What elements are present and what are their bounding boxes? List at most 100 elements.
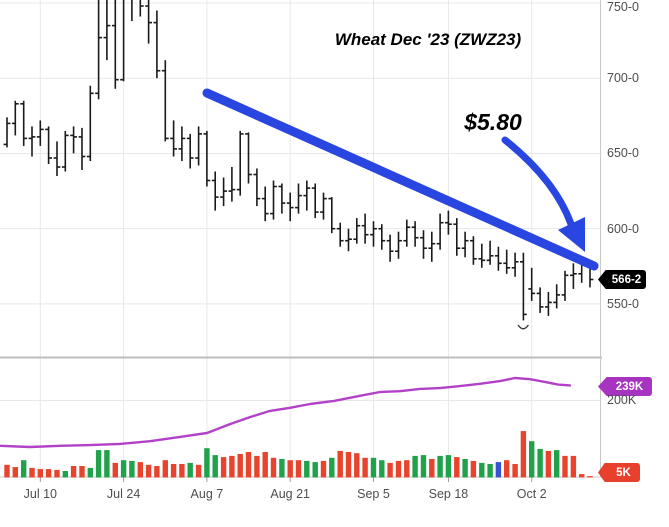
- ohlc-bar: [345, 228, 352, 252]
- volume-bar: [304, 460, 310, 478]
- volume-bar: [95, 450, 102, 478]
- volume-bar: [21, 460, 27, 478]
- x-axis-label: Sep 18: [428, 487, 469, 501]
- x-axis-label: Oct 2: [516, 487, 547, 501]
- ohlc-bar: [536, 287, 544, 313]
- volume-bar: [470, 460, 477, 478]
- ohlc-bar: [228, 167, 236, 202]
- volume-bar: [529, 441, 535, 478]
- volume-bar: [104, 450, 110, 478]
- ohlc-bar: [403, 219, 411, 247]
- ohlc-bar: [236, 130, 244, 196]
- ohlc-bar: [511, 252, 519, 277]
- volume-bar: [504, 460, 510, 478]
- volume-bar: [62, 471, 68, 478]
- ohlc-bar: [261, 186, 269, 222]
- ohlc-bar: [353, 218, 361, 244]
- ohlc-bar: [70, 126, 77, 154]
- ohlc-bar: [120, 0, 125, 82]
- volume-bar: [4, 464, 10, 478]
- volume-bar: [254, 455, 260, 478]
- ohlc-bar: [139, 0, 144, 17]
- x-axis-label: Aug 21: [270, 487, 310, 501]
- volume-bar: [179, 464, 185, 478]
- ohlc-bar: [186, 133, 194, 169]
- volume-bar: [554, 450, 560, 478]
- volume-bar: [245, 452, 252, 478]
- volume-bar: [520, 431, 527, 478]
- ohlc-bar: [178, 126, 186, 161]
- price-axis-label: 750-0: [607, 0, 639, 14]
- ohlc-bar: [445, 210, 452, 235]
- volume-bar: [387, 462, 393, 478]
- volume-axis-label: 200K: [607, 393, 637, 407]
- volume-bar: [187, 462, 193, 478]
- volume-bar: [129, 460, 135, 478]
- volume-bar: [229, 455, 235, 478]
- volume-bar: [262, 452, 268, 478]
- volume-bar: [220, 457, 227, 478]
- volume-bar: [295, 460, 302, 478]
- ohlc-bar: [61, 130, 69, 172]
- ohlc-bar: [11, 100, 19, 136]
- volume-bar: [420, 455, 427, 478]
- volume-bar: [279, 459, 285, 478]
- ohlc-bar: [220, 177, 227, 207]
- volume-bar: [120, 460, 127, 478]
- ohlc-bar: [278, 183, 286, 214]
- ohlc-bar: [195, 126, 202, 166]
- volume-bar: [337, 450, 343, 478]
- ohlc-bar: [503, 249, 511, 274]
- last-volume-tag: 5K: [598, 463, 640, 482]
- volume-bar: [487, 464, 493, 478]
- volume-bar: [370, 457, 377, 478]
- ohlc-bar: [3, 117, 11, 148]
- ohlc-bar: [411, 221, 419, 247]
- volume-bar: [212, 455, 218, 478]
- volume-bar: [445, 455, 452, 478]
- volume-bar: [195, 464, 202, 478]
- ohlc-bar: [203, 130, 211, 187]
- trend-arrow-head: [558, 217, 585, 252]
- volume-bar: [29, 467, 35, 478]
- volume-bar: [412, 455, 418, 478]
- ohlc-bar: [161, 60, 169, 142]
- contract-low-marker: [517, 324, 529, 330]
- volume-bar: [329, 457, 335, 478]
- ohlc-bars: [3, 0, 594, 321]
- volume-bar: [479, 462, 485, 478]
- ohlc-bar: [470, 236, 477, 265]
- open-interest-line: [0, 376, 572, 449]
- ohlc-bar: [95, 0, 102, 100]
- ohlc-bar: [320, 192, 327, 220]
- ohlc-bar: [520, 252, 527, 321]
- ohlc-bar: [461, 231, 469, 258]
- ohlc-bar: [436, 213, 444, 250]
- volume-bar: [537, 448, 543, 478]
- ohlc-bar: [286, 192, 294, 222]
- ohlc-bar: [131, 0, 133, 22]
- volume-bar: [204, 448, 210, 478]
- ohlc-bar: [378, 224, 386, 250]
- open-interest-tag: 239K: [598, 377, 652, 396]
- ohlc-bar: [386, 234, 394, 262]
- ohlc-bar: [45, 126, 52, 164]
- volume-bar: [37, 469, 43, 478]
- volume-bar: [562, 455, 568, 478]
- volume-bar: [154, 466, 160, 478]
- ohlc-bar: [336, 222, 344, 247]
- price-axis-label: 550-0: [607, 296, 639, 311]
- ohlc-bar: [86, 85, 94, 161]
- price-axis-label: 700-0: [607, 71, 639, 86]
- last-price-tag: 566-2: [598, 270, 646, 289]
- volume-bar: [512, 464, 518, 478]
- volume-bar: [320, 460, 327, 478]
- ohlc-bar: [36, 120, 44, 146]
- volume-bar: [437, 455, 443, 478]
- volume-bar: [354, 453, 360, 478]
- volume-bar: [145, 464, 152, 478]
- ohlc-bar: [170, 120, 177, 157]
- x-axis-label: Jul 24: [106, 487, 141, 501]
